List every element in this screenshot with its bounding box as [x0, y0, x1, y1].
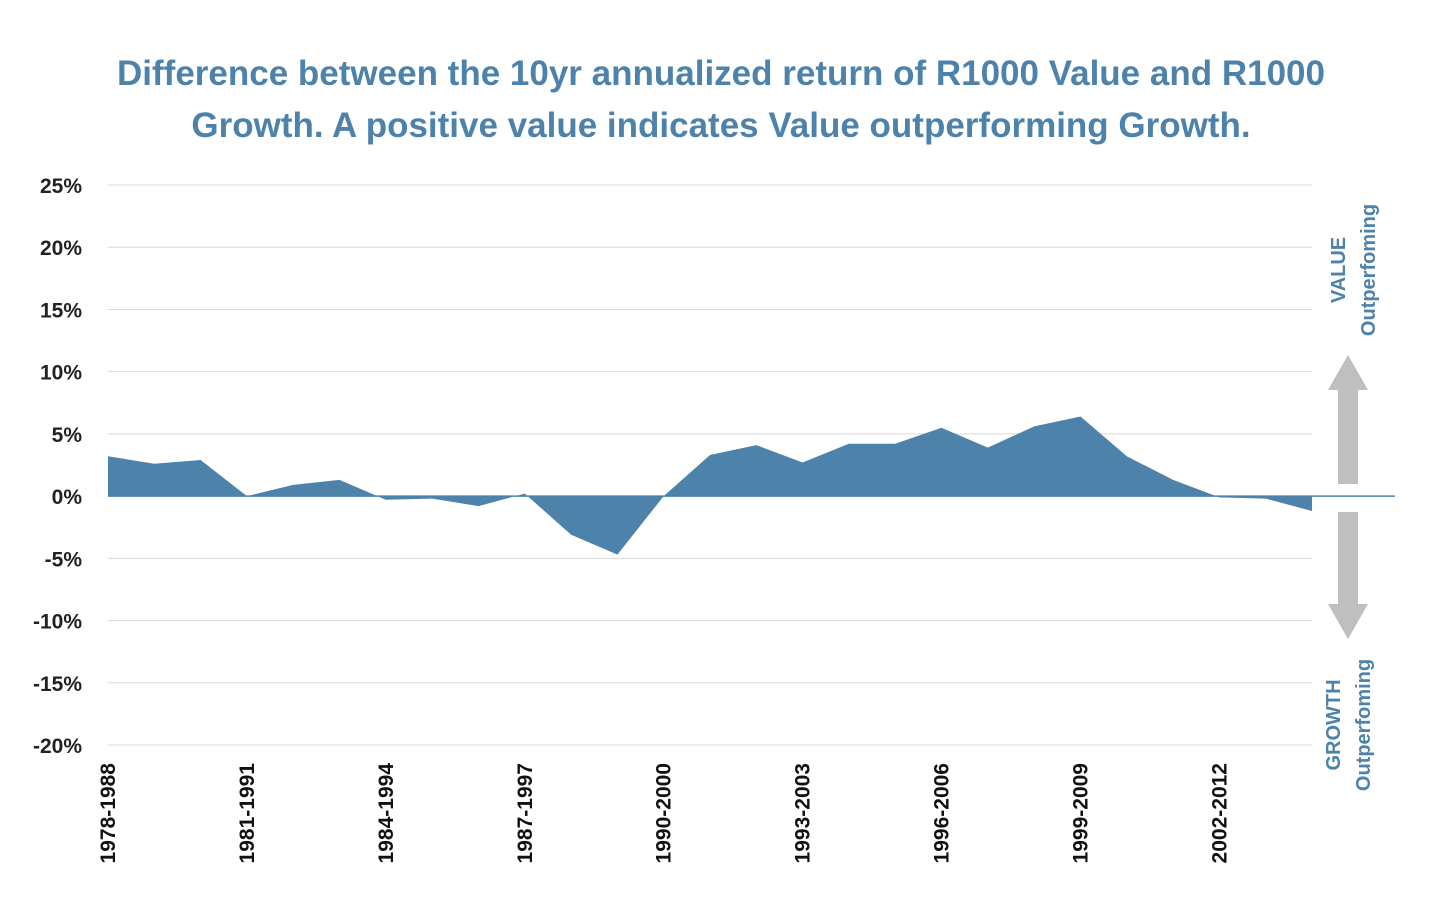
- value-outperforming-label: Outperfoming: [1358, 204, 1380, 336]
- y-tick-label: -5%: [45, 548, 83, 571]
- side-annotations: VALUE Outperfoming GROWTH Outperfoming: [1323, 204, 1380, 791]
- x-tick-label: 1987-1997: [514, 763, 537, 863]
- x-tick-label: 1993-2003: [792, 763, 815, 863]
- y-tick-label: -15%: [33, 673, 82, 696]
- x-axis-ticks: 1978-1988 1981-1991 1984-1994 1987-1997 1990…: [97, 763, 1231, 864]
- chart-title-line-2: Growth. A positive value indicates Value…: [191, 106, 1250, 145]
- y-axis-ticks: 25% 20% 15% 10% 5% 0% -5% -10% -15% -20%: [33, 175, 82, 758]
- x-tick-label: 2002-2012: [1208, 763, 1231, 863]
- area-series: [108, 416, 1312, 555]
- chart-title-line-1: Difference between the 10yr annualized r…: [117, 54, 1325, 93]
- growth-outperforming-label: Outperfoming: [1353, 659, 1375, 791]
- y-tick-label: 0%: [52, 486, 83, 509]
- x-tick-label: 1984-1994: [375, 763, 398, 864]
- y-tick-label: -20%: [33, 735, 82, 758]
- down-arrow-icon: [1328, 512, 1368, 639]
- area-series-fill: [108, 416, 1312, 555]
- value-label: VALUE: [1328, 237, 1350, 303]
- x-tick-label: 1978-1988: [97, 763, 120, 864]
- x-tick-label: 1990-2000: [653, 763, 676, 863]
- up-arrow-icon: [1328, 355, 1368, 484]
- x-tick-label: 1996-2006: [931, 763, 954, 863]
- chart-title: Difference between the 10yr annualized r…: [117, 54, 1325, 145]
- growth-label: GROWTH: [1323, 679, 1345, 770]
- x-tick-label: 1981-1991: [236, 763, 259, 864]
- y-tick-label: 15%: [40, 299, 82, 322]
- gridlines: [108, 184, 1312, 746]
- y-tick-label: -10%: [33, 611, 82, 634]
- y-tick-label: 5%: [52, 424, 83, 447]
- y-tick-label: 20%: [40, 237, 82, 260]
- x-tick-label: 1999-2009: [1070, 763, 1093, 863]
- y-tick-label: 10%: [40, 362, 82, 385]
- y-tick-label: 25%: [40, 175, 82, 198]
